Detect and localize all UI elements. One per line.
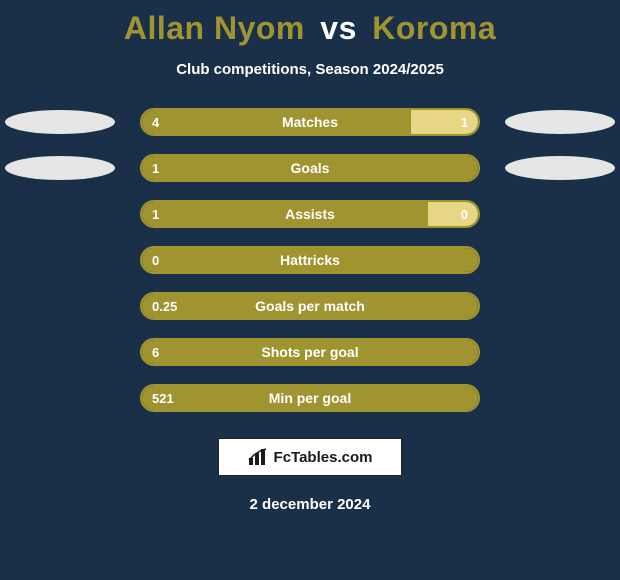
- stat-value-left: 1: [152, 202, 159, 226]
- bar-left-fill: [142, 202, 428, 226]
- stat-value-right: 0: [461, 202, 468, 226]
- stat-row: 6Shots per goal: [0, 338, 620, 366]
- player2-name: Koroma: [372, 10, 496, 46]
- stat-value-left: 4: [152, 110, 159, 134]
- source-logo-text: FcTables.com: [274, 449, 373, 466]
- bar-left-fill: [142, 340, 478, 364]
- stat-row: 521Min per goal: [0, 384, 620, 412]
- stat-rows: 41Matches1Goals10Assists0Hattricks0.25Go…: [0, 108, 620, 412]
- player2-chip: [505, 156, 615, 180]
- stat-bar: 10Assists: [140, 200, 480, 228]
- stat-bar: 0Hattricks: [140, 246, 480, 274]
- stat-row: 10Assists: [0, 200, 620, 228]
- bar-right-fill: [428, 202, 478, 226]
- bar-left-fill: [142, 386, 478, 410]
- stat-bar: 41Matches: [140, 108, 480, 136]
- stat-row: 1Goals: [0, 154, 620, 182]
- stat-row: 0Hattricks: [0, 246, 620, 274]
- bar-left-fill: [142, 110, 411, 134]
- source-logo: FcTables.com: [218, 438, 402, 476]
- stat-value-left: 0.25: [152, 294, 177, 318]
- comparison-card: Allan Nyom vs Koroma Club competitions, …: [0, 0, 620, 580]
- stat-row: 0.25Goals per match: [0, 292, 620, 320]
- player2-chip: [505, 110, 615, 134]
- date-label: 2 december 2024: [0, 496, 620, 513]
- bar-left-fill: [142, 248, 478, 272]
- stat-bar: 1Goals: [140, 154, 480, 182]
- bar-chart-icon: [248, 448, 268, 466]
- stat-value-left: 1: [152, 156, 159, 180]
- vs-label: vs: [320, 10, 357, 46]
- stat-value-right: 1: [461, 110, 468, 134]
- stat-value-left: 521: [152, 386, 174, 410]
- player1-name: Allan Nyom: [124, 10, 305, 46]
- stat-bar: 0.25Goals per match: [140, 292, 480, 320]
- stat-value-left: 0: [152, 248, 159, 272]
- bar-left-fill: [142, 156, 478, 180]
- subtitle: Club competitions, Season 2024/2025: [0, 61, 620, 78]
- player1-chip: [5, 156, 115, 180]
- bar-left-fill: [142, 294, 478, 318]
- player1-chip: [5, 110, 115, 134]
- stat-value-left: 6: [152, 340, 159, 364]
- stat-bar: 521Min per goal: [140, 384, 480, 412]
- stat-bar: 6Shots per goal: [140, 338, 480, 366]
- stat-row: 41Matches: [0, 108, 620, 136]
- title-row: Allan Nyom vs Koroma: [0, 0, 620, 47]
